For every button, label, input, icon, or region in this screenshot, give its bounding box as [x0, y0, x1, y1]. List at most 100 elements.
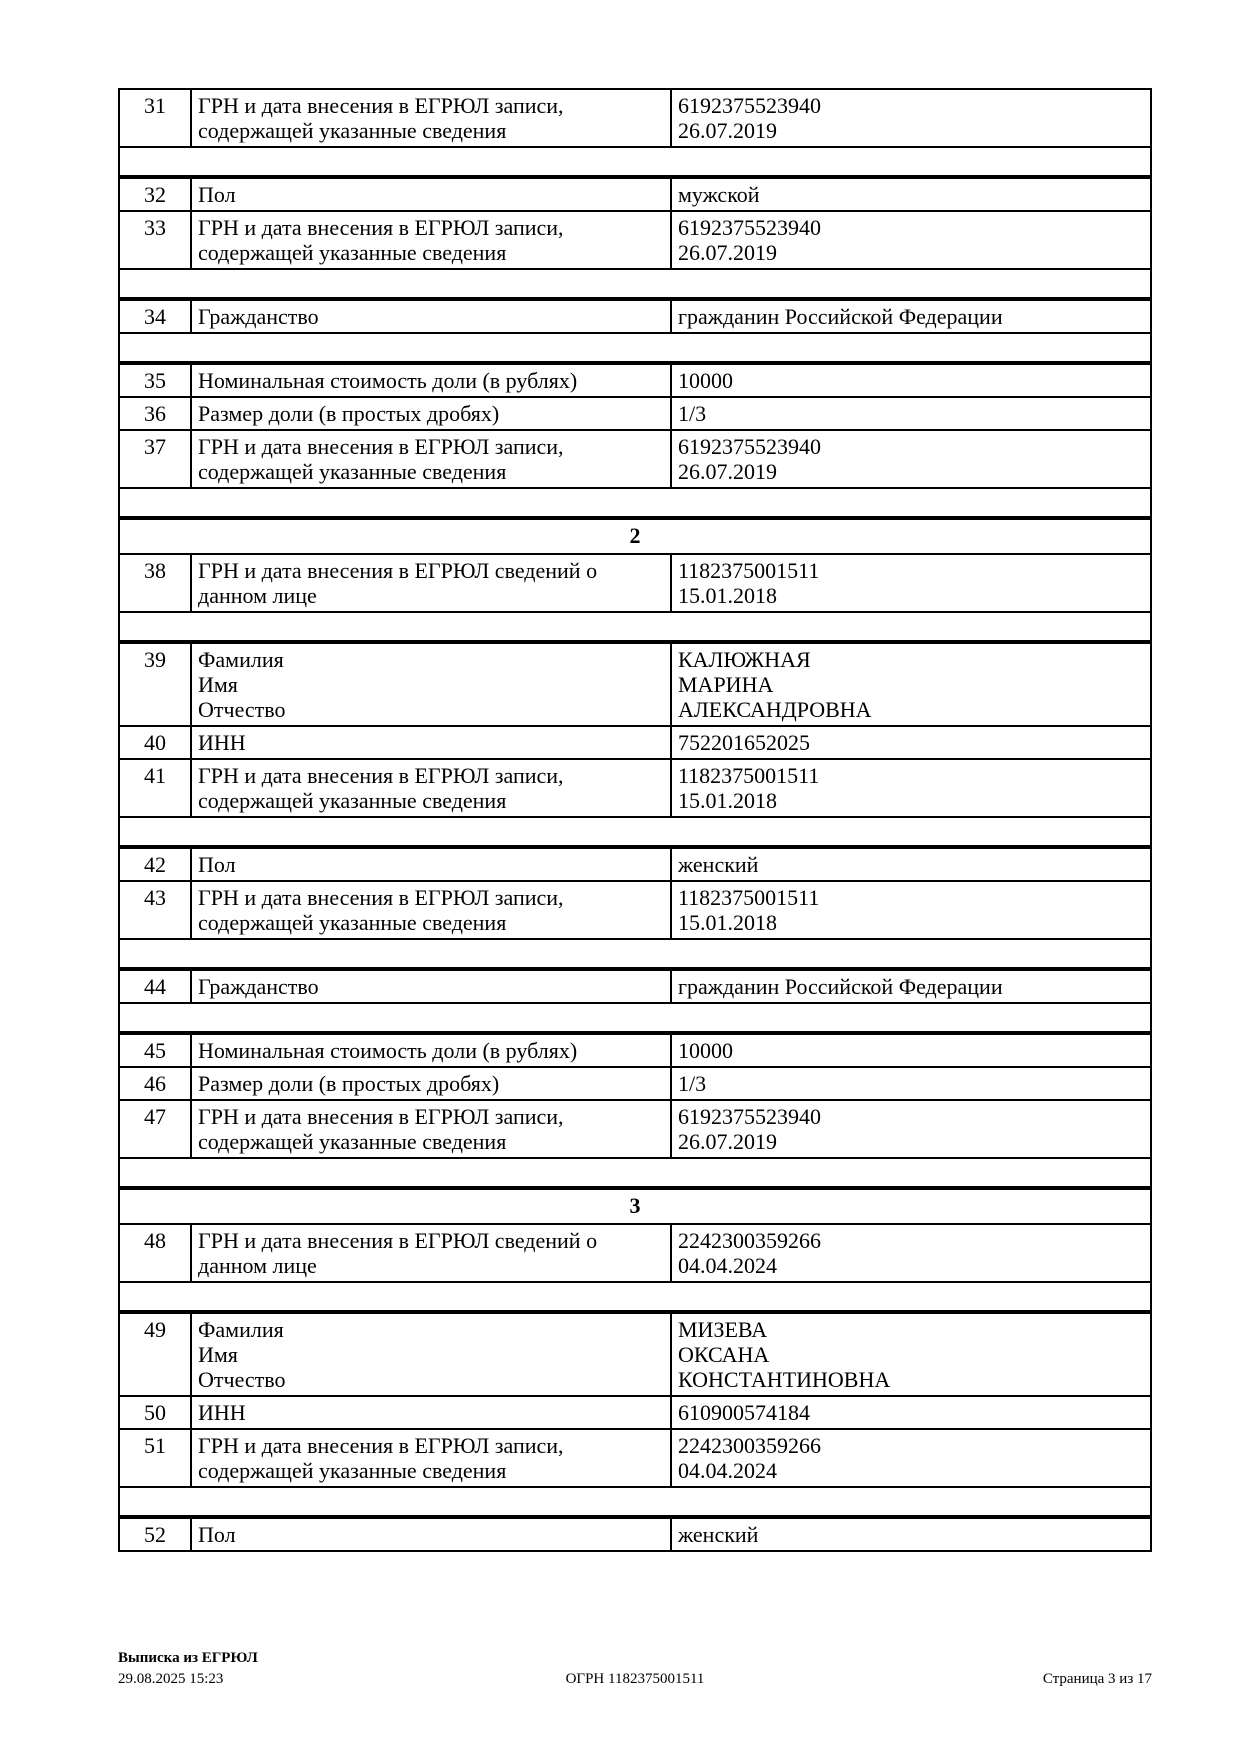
row-value-cell: 1182375001511 15.01.2018	[670, 880, 1152, 940]
value-line: 1182375001511	[678, 558, 820, 583]
label-line: содержащей указанные сведения	[198, 788, 507, 813]
label-line: содержащей указанные сведения	[198, 118, 507, 143]
label-line: Отчество	[198, 697, 286, 722]
row-value-cell: 1182375001511 15.01.2018	[670, 553, 1152, 613]
table-row: 39 Фамилия Имя Отчество КАЛЮЖНАЯ МАРИНА АЛЕКСА…	[118, 641, 1152, 727]
table-row: 38 ГРН и дата внесения в ЕГРЮЛ сведений о…	[118, 553, 1152, 613]
label-line: Отчество	[198, 1367, 286, 1392]
table-row: 37 ГРН и дата внесения в ЕГРЮЛ записи, сод…	[118, 429, 1152, 489]
footer-timestamp: 29.08.2025 15:23	[118, 1671, 224, 1687]
row-number-cell: 32	[118, 176, 192, 212]
label-line: Фамилия	[198, 1317, 284, 1342]
value-line: 15.01.2018	[678, 910, 777, 935]
row-number-cell: 50	[118, 1395, 192, 1430]
label-line: ГРН и дата внесения в ЕГРЮЛ записи,	[198, 434, 564, 459]
label-line: Имя	[198, 1342, 238, 1367]
table-row: 49 Фамилия Имя Отчество МИЗЕВА ОКСАНА КОНСТАНТ…	[118, 1311, 1152, 1397]
row-number-cell: 41	[118, 758, 192, 818]
row-number-cell: 39	[118, 641, 192, 727]
value-line: МАРИНА	[678, 672, 774, 697]
table-row: 51 ГРН и дата внесения в ЕГРЮЛ записи, сод…	[118, 1428, 1152, 1488]
spacer-cell	[118, 938, 1152, 971]
value-line: КАЛЮЖНАЯ	[678, 647, 811, 672]
table-row: 31 ГРН и дата внесения в ЕГРЮЛ записи, сод…	[118, 88, 1152, 148]
label-line: ГРН и дата внесения в ЕГРЮЛ сведений о	[198, 558, 598, 583]
section-number: 3	[118, 1187, 1152, 1225]
spacer-cell	[118, 611, 1152, 644]
label-line: Номинальная стоимость доли (в рублях)	[198, 368, 578, 393]
value-line: 1/3	[678, 1071, 707, 1096]
row-value-cell: женский	[670, 846, 1152, 882]
spacer-cell	[118, 487, 1152, 520]
row-number-cell: 45	[118, 1032, 192, 1068]
section-header-row: 2	[118, 517, 1152, 555]
value-line: 6192375523940	[678, 93, 821, 118]
table-row: 50 ИНН 610900574184	[118, 1395, 1152, 1430]
spacer-row	[118, 938, 1152, 971]
label-line: содержащей указанные сведения	[198, 240, 507, 265]
value-line: 26.07.2019	[678, 240, 777, 265]
row-value-cell: гражданин Российской Федерации	[670, 968, 1152, 1004]
row-value-cell: 2242300359266 04.04.2024	[670, 1223, 1152, 1283]
label-line: ГРН и дата внесения в ЕГРЮЛ записи,	[198, 1433, 564, 1458]
spacer-row	[118, 487, 1152, 520]
row-number-cell: 38	[118, 553, 192, 613]
row-label-cell: Размер доли (в простых дробях)	[190, 396, 672, 431]
table-row: 46 Размер доли (в простых дробях) 1/3	[118, 1066, 1152, 1101]
label-line: Пол	[198, 182, 236, 207]
label-line: содержащей указанные сведения	[198, 910, 507, 935]
table-row: 32 Пол мужской	[118, 176, 1152, 212]
label-line: ГРН и дата внесения в ЕГРЮЛ записи,	[198, 1104, 564, 1129]
spacer-cell	[118, 146, 1152, 179]
row-label-cell: Гражданство	[190, 298, 672, 334]
section-header-row: 3	[118, 1187, 1152, 1225]
value-line: 1182375001511	[678, 885, 820, 910]
page-footer: Выписка из ЕГРЮЛ 29.08.2025 15:23 ОГРН 1…	[118, 1648, 1152, 1690]
section-number: 2	[118, 517, 1152, 555]
table-row: 33 ГРН и дата внесения в ЕГРЮЛ записи, сод…	[118, 210, 1152, 270]
row-label-cell: ИНН	[190, 725, 672, 760]
table-row: 52 Пол женский	[118, 1516, 1152, 1552]
footer-doc-name: Выписка из ЕГРЮЛ	[118, 1650, 258, 1666]
value-line: 2242300359266	[678, 1433, 821, 1458]
row-number-cell: 42	[118, 846, 192, 882]
spacer-row	[118, 1157, 1152, 1190]
label-line: содержащей указанные сведения	[198, 1458, 507, 1483]
table-row: 47 ГРН и дата внесения в ЕГРЮЛ записи, сод…	[118, 1099, 1152, 1159]
table-row: 42 Пол женский	[118, 846, 1152, 882]
row-value-cell: 1/3	[670, 1066, 1152, 1101]
row-label-cell: Пол	[190, 1516, 672, 1552]
value-line: АЛЕКСАНДРОВНА	[678, 697, 872, 722]
row-label-cell: Пол	[190, 846, 672, 882]
row-number-cell: 44	[118, 968, 192, 1004]
row-number-cell: 46	[118, 1066, 192, 1101]
label-line: Размер доли (в простых дробях)	[198, 401, 500, 426]
row-label-cell: Фамилия Имя Отчество	[190, 1311, 672, 1397]
label-line: Гражданство	[198, 304, 319, 329]
value-line: 26.07.2019	[678, 1129, 777, 1154]
value-line: КОНСТАНТИНОВНА	[678, 1367, 891, 1392]
value-line: 610900574184	[678, 1400, 810, 1425]
spacer-row	[118, 1486, 1152, 1519]
row-label-cell: ГРН и дата внесения в ЕГРЮЛ записи, содер…	[190, 88, 672, 148]
spacer-row	[118, 146, 1152, 179]
row-label-cell: ГРН и дата внесения в ЕГРЮЛ записи, содер…	[190, 880, 672, 940]
table-row: 34 Гражданство гражданин Российской Федера…	[118, 298, 1152, 334]
footer-page-info: Страница 3 из 17	[1042, 1671, 1152, 1687]
spacer-row	[118, 611, 1152, 644]
row-label-cell: ГРН и дата внесения в ЕГРЮЛ сведений о да…	[190, 553, 672, 613]
footer-line: 29.08.2025 15:23 ОГРН 1182375001511 Стра…	[118, 1669, 1152, 1690]
label-line: ГРН и дата внесения в ЕГРЮЛ записи,	[198, 215, 564, 240]
label-line: Пол	[198, 1522, 236, 1547]
row-number-cell: 48	[118, 1223, 192, 1283]
document-table-body: 31 ГРН и дата внесения в ЕГРЮЛ записи, сод…	[118, 88, 1152, 1552]
table-row: 41 ГРН и дата внесения в ЕГРЮЛ записи, сод…	[118, 758, 1152, 818]
row-label-cell: ГРН и дата внесения в ЕГРЮЛ записи, содер…	[190, 758, 672, 818]
value-line: 15.01.2018	[678, 788, 777, 813]
spacer-row	[118, 1002, 1152, 1035]
row-number-cell: 37	[118, 429, 192, 489]
row-number-cell: 51	[118, 1428, 192, 1488]
label-line: данном лице	[198, 583, 317, 608]
row-value-cell: 752201652025	[670, 725, 1152, 760]
row-value-cell: 1/3	[670, 396, 1152, 431]
